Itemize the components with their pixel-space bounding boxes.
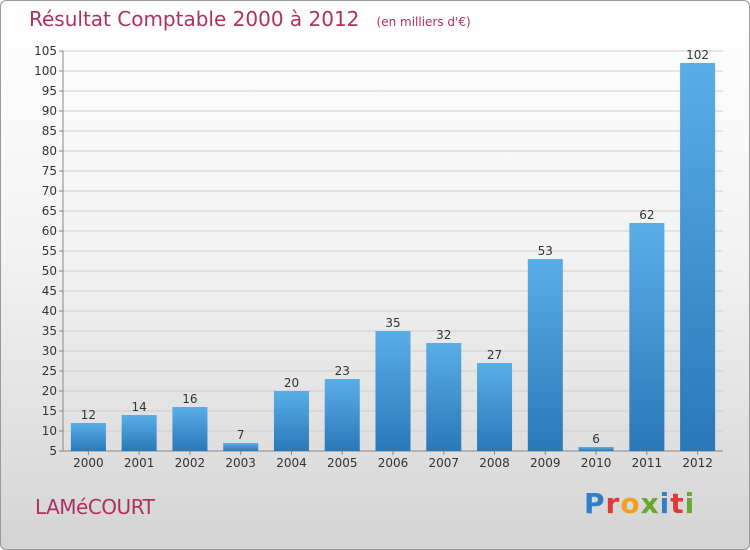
bar-2000 [70,423,106,451]
bar-2012 [680,63,716,451]
y-tick-label: 35 [42,324,57,338]
x-tick-label-2005: 2005 [327,456,358,470]
y-tick-label: 25 [42,364,57,378]
data-label-2011: 62 [639,208,654,222]
x-tick-label-2008: 2008 [479,456,510,470]
x-tick-label-2001: 2001 [124,456,155,470]
chart-title: Résultat Comptable 2000 à 2012 [29,7,360,31]
bar-2006 [375,331,411,451]
y-tick-label: 100 [34,64,57,78]
commune-name: LAMéCOURT [35,495,155,519]
bar-2007 [426,343,462,451]
y-tick-label: 55 [42,244,57,258]
x-tick-label-2000: 2000 [73,456,104,470]
data-label-2000: 12 [81,408,96,422]
data-label-2001: 14 [132,400,147,414]
proxiti-logo: Proxiti [584,487,695,520]
bar-2005 [324,379,360,451]
bar-2004 [273,391,309,451]
data-label-2009: 53 [538,244,553,258]
y-tick-label: 105 [34,44,57,58]
bar-2003 [223,443,259,451]
x-tick-label-2002: 2002 [175,456,206,470]
logo-letter: o [620,487,641,520]
data-label-2008: 27 [487,348,502,362]
y-tick-label: 95 [42,84,57,98]
y-tick-label: 5 [49,444,57,458]
data-label-2010: 6 [592,432,600,446]
logo-letter: t [670,487,685,520]
y-tick-label: 45 [42,284,57,298]
y-tick-label: 90 [42,104,57,118]
chart-title-row: Résultat Comptable 2000 à 2012 (en milli… [29,7,471,31]
bar-2001 [121,415,157,451]
y-tick-label: 15 [42,404,57,418]
x-tick-label-2003: 2003 [225,456,256,470]
x-tick-label-2007: 2007 [428,456,459,470]
y-tick-label: 85 [42,124,57,138]
y-tick-label: 80 [42,144,57,158]
data-label-2003: 7 [237,428,245,442]
bar-2008 [477,363,513,451]
y-tick-label: 70 [42,184,57,198]
chart-unit: (en milliers d'€) [376,15,471,29]
y-tick-label: 10 [42,424,57,438]
data-label-2002: 16 [182,392,197,406]
x-tick-label-2009: 2009 [530,456,561,470]
logo-letter: i [659,487,671,520]
bar-2010 [578,447,614,451]
y-tick-label: 40 [42,304,57,318]
logo-letter: r [605,487,621,520]
bar-2009 [527,259,563,451]
y-tick-label: 65 [42,204,57,218]
y-tick-label: 30 [42,344,57,358]
x-tick-label-2006: 2006 [378,456,409,470]
data-label-2006: 35 [385,316,400,330]
x-tick-label-2012: 2012 [682,456,713,470]
y-tick-label: 50 [42,264,57,278]
data-label-2007: 32 [436,328,451,342]
y-tick-label: 60 [42,224,57,238]
y-tick-label: 20 [42,384,57,398]
data-label-2005: 23 [335,364,350,378]
y-tick-label: 75 [42,164,57,178]
bar-2002 [172,407,208,451]
logo-letter: P [584,487,606,520]
bar-2011 [629,223,665,451]
data-label-2012: 102 [686,48,709,62]
logo-letter: i [684,487,696,520]
data-label-2004: 20 [284,376,299,390]
x-tick-label-2010: 2010 [581,456,612,470]
x-tick-label-2011: 2011 [632,456,663,470]
logo-letter: x [640,487,660,520]
x-tick-label-2004: 2004 [276,456,307,470]
